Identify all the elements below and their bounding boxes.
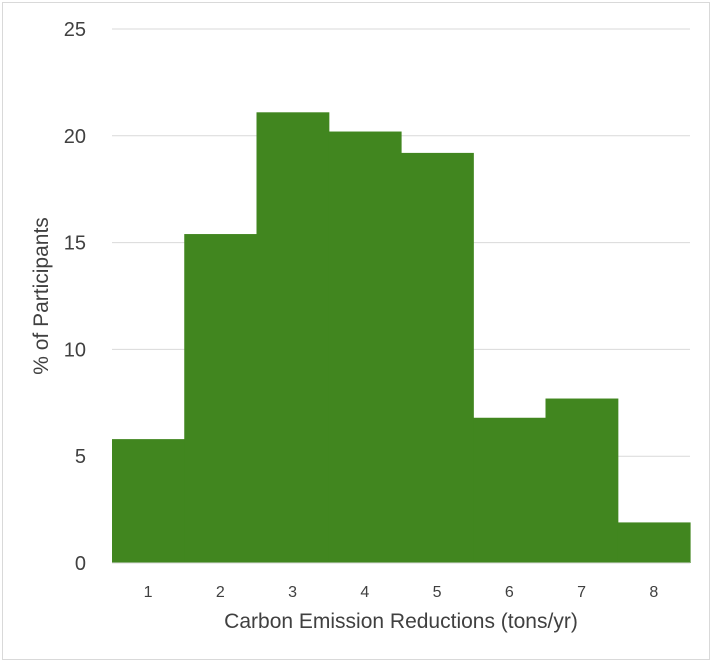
x-tick-label: 3 [288, 584, 297, 601]
y-tick-label: 15 [64, 233, 86, 255]
y-tick-label: 20 [64, 126, 86, 148]
x-axis-ticks: 1 2 3 4 5 6 7 8 [144, 584, 659, 601]
bar-6 [473, 417, 547, 563]
x-tick-label: 1 [144, 584, 153, 601]
bar-8 [617, 522, 691, 563]
bars [112, 112, 691, 563]
bar-1 [112, 439, 185, 563]
bar-5 [401, 152, 474, 563]
bar-2 [184, 234, 258, 563]
x-tick-label: 4 [360, 584, 369, 601]
y-tick-label: 0 [75, 553, 86, 575]
x-tick-label: 7 [577, 584, 586, 601]
y-axis-title: % of Participants [30, 217, 53, 375]
bar-3 [256, 112, 330, 563]
x-tick-label: 8 [649, 584, 658, 601]
bar-4 [328, 131, 402, 563]
y-axis-ticks: 0 5 10 15 20 25 [64, 19, 86, 575]
y-tick-label: 10 [64, 339, 86, 361]
y-tick-label: 5 [75, 446, 86, 468]
x-tick-label: 5 [433, 584, 442, 601]
x-tick-label: 6 [505, 584, 514, 601]
x-axis-title: Carbon Emission Reductions (tons/yr) [224, 610, 578, 633]
bar-7 [545, 398, 619, 563]
y-tick-label: 25 [64, 19, 86, 41]
x-tick-label: 2 [216, 584, 225, 601]
